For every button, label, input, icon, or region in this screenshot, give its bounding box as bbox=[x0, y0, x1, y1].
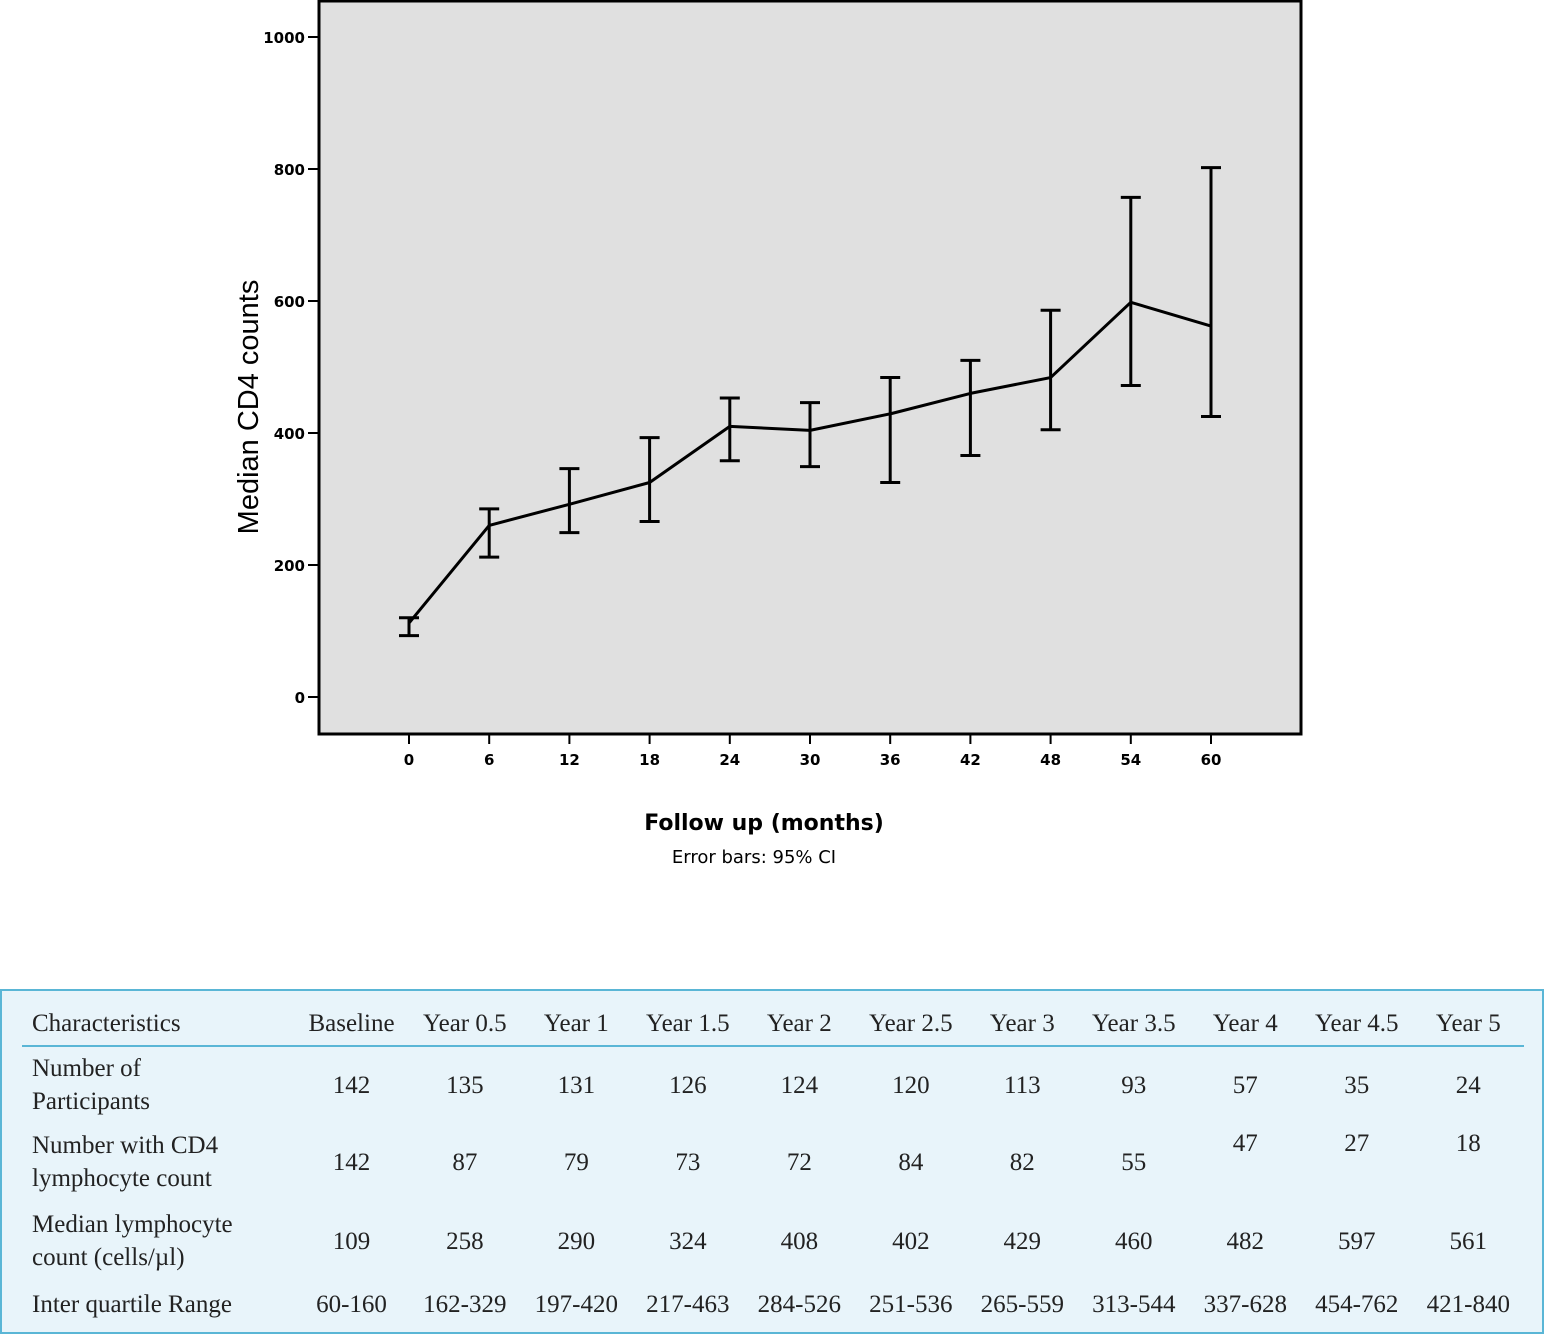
x-tick-label: 48 bbox=[1040, 751, 1061, 769]
table-cell: 197-420 bbox=[534, 1290, 618, 1318]
table-cell: 217-463 bbox=[646, 1290, 730, 1318]
table-cell: 35 bbox=[1344, 1071, 1370, 1099]
table-row-label: Number of Participants bbox=[32, 1055, 151, 1115]
y-axis: 0 200 400 600 800 1000 bbox=[263, 29, 319, 707]
table-cell: 84 bbox=[898, 1148, 924, 1176]
table-cell: 421-840 bbox=[1426, 1290, 1510, 1318]
table-cell: 24 bbox=[1455, 1071, 1481, 1099]
table-header-cell: Baseline bbox=[294, 1001, 410, 1047]
y-tick-label: 0 bbox=[295, 689, 305, 707]
table-header-cell: Year 3.5 bbox=[1077, 1001, 1190, 1047]
x-tick-label: 60 bbox=[1201, 751, 1222, 769]
y-tick-label: 1000 bbox=[263, 29, 305, 47]
x-tick-label: 0 bbox=[404, 751, 414, 769]
table-cell: 284-526 bbox=[757, 1290, 841, 1318]
table-cell: 460 bbox=[1115, 1227, 1153, 1255]
y-tick-label: 800 bbox=[274, 161, 305, 179]
x-tick-label: 24 bbox=[719, 751, 740, 769]
table-cell: 47 bbox=[1232, 1130, 1258, 1157]
table-cell: 109 bbox=[332, 1227, 371, 1255]
x-tick-label: 30 bbox=[800, 751, 821, 769]
table-cell: 60-160 bbox=[316, 1290, 387, 1318]
table-header-label: Characteristics bbox=[22, 1001, 294, 1047]
table-header-cell: Year 5 bbox=[1412, 1001, 1524, 1047]
table-cell: 126 bbox=[669, 1071, 707, 1099]
table-row-label: Number with CD4 lymphocyte count bbox=[32, 1132, 219, 1192]
table-cell: 72 bbox=[786, 1148, 812, 1176]
x-axis-title: Follow up (months) bbox=[644, 811, 884, 836]
y-axis-title: Median CD4 counts bbox=[233, 280, 265, 535]
table-cell: 337-628 bbox=[1203, 1290, 1287, 1318]
table-cell: 429 bbox=[1003, 1227, 1042, 1255]
table-cell: 27 bbox=[1344, 1130, 1370, 1157]
x-tick-label: 6 bbox=[484, 751, 494, 769]
table-cell: 120 bbox=[892, 1071, 930, 1099]
table-row: Number of Participants 142 135 131 126 124 120 1… bbox=[22, 1046, 1524, 1123]
table-cell: 561 bbox=[1449, 1227, 1488, 1255]
table-cell: 113 bbox=[1004, 1071, 1041, 1099]
table-header-cell: Year 2 bbox=[743, 1001, 855, 1047]
table-row: Median lymphocyte count (cells/µl) 109 258 2… bbox=[22, 1201, 1524, 1281]
error-bars bbox=[399, 166, 1221, 638]
table-cell: 251-536 bbox=[869, 1290, 953, 1318]
table-cell: 135 bbox=[446, 1071, 484, 1099]
table-cell: 482 bbox=[1226, 1227, 1265, 1255]
series-line bbox=[407, 300, 1212, 625]
table-cell: 265-559 bbox=[980, 1290, 1064, 1318]
table-cell: 57 bbox=[1232, 1071, 1258, 1099]
table-cell: 82 bbox=[1009, 1148, 1035, 1176]
table-header-cell: Year 3 bbox=[966, 1001, 1078, 1047]
table-header-cell: Year 2.5 bbox=[854, 1001, 967, 1047]
table-cell: 131 bbox=[557, 1071, 596, 1099]
y-tick-label: 600 bbox=[274, 293, 305, 311]
table-cell: 454-762 bbox=[1315, 1290, 1399, 1318]
table-cell: 408 bbox=[780, 1227, 819, 1255]
plot-area bbox=[317, 0, 1303, 736]
table-header-cell: Year 0.5 bbox=[409, 1001, 521, 1047]
table-header-cell: Year 1.5 bbox=[632, 1001, 744, 1047]
table-cell: 87 bbox=[452, 1148, 478, 1176]
cd4-chart: 0 200 400 600 800 1000 0 6 12 18 24 30 36 42 48 54 60 M… bbox=[233, 0, 1303, 868]
y-tick-label: 400 bbox=[274, 425, 305, 443]
table-row: Number with CD4 lymphocyte count 142 87 79 73… bbox=[22, 1123, 1524, 1201]
table-cell: 313-544 bbox=[1092, 1290, 1176, 1318]
x-tick-label: 42 bbox=[960, 751, 981, 769]
table-header-cell: Year 4.5 bbox=[1300, 1001, 1413, 1047]
table-cell: 324 bbox=[669, 1227, 707, 1255]
y-tick-label: 200 bbox=[274, 557, 305, 575]
table-row-label: Inter quartile Range bbox=[32, 1290, 232, 1318]
error-bars-note: Error bars: 95% CI bbox=[672, 847, 836, 868]
x-tick-label: 12 bbox=[559, 751, 580, 769]
data-table-box: Characteristics Baseline Year 0.5 Year 1 Yea… bbox=[0, 989, 1544, 1334]
characteristics-table: Characteristics Baseline Year 0.5 Year 1 Yea… bbox=[22, 1001, 1524, 1327]
table-cell: 597 bbox=[1338, 1227, 1376, 1255]
table-header-cell: Year 1 bbox=[520, 1001, 632, 1047]
x-tick-label: 18 bbox=[639, 751, 660, 769]
table-cell: 142 bbox=[332, 1148, 371, 1176]
table-cell: 290 bbox=[557, 1227, 596, 1255]
table-cell: 124 bbox=[780, 1071, 819, 1099]
table-cell: 142 bbox=[332, 1071, 371, 1099]
table-row: Inter quartile Range 60-160 162-329 197-420… bbox=[22, 1281, 1524, 1327]
table-cell: 93 bbox=[1121, 1071, 1147, 1099]
table-cell: 258 bbox=[446, 1227, 484, 1255]
x-tick-label: 36 bbox=[880, 751, 901, 769]
x-axis: 0 6 12 18 24 30 36 42 48 54 60 bbox=[404, 734, 1222, 769]
x-tick-label: 54 bbox=[1120, 751, 1141, 769]
table-cell: 402 bbox=[892, 1227, 930, 1255]
table-header-cell: Year 4 bbox=[1189, 1001, 1301, 1047]
table-cell: 73 bbox=[675, 1148, 701, 1176]
table-cell: 79 bbox=[563, 1148, 589, 1176]
table-cell: 18 bbox=[1455, 1130, 1481, 1157]
table-row-label: Median lymphocyte count (cells/µl) bbox=[32, 1211, 233, 1271]
table-header-row: Characteristics Baseline Year 0.5 Year 1 Yea… bbox=[22, 1001, 1524, 1047]
table-cell: 162-329 bbox=[423, 1290, 507, 1318]
table-cell: 55 bbox=[1121, 1148, 1147, 1176]
